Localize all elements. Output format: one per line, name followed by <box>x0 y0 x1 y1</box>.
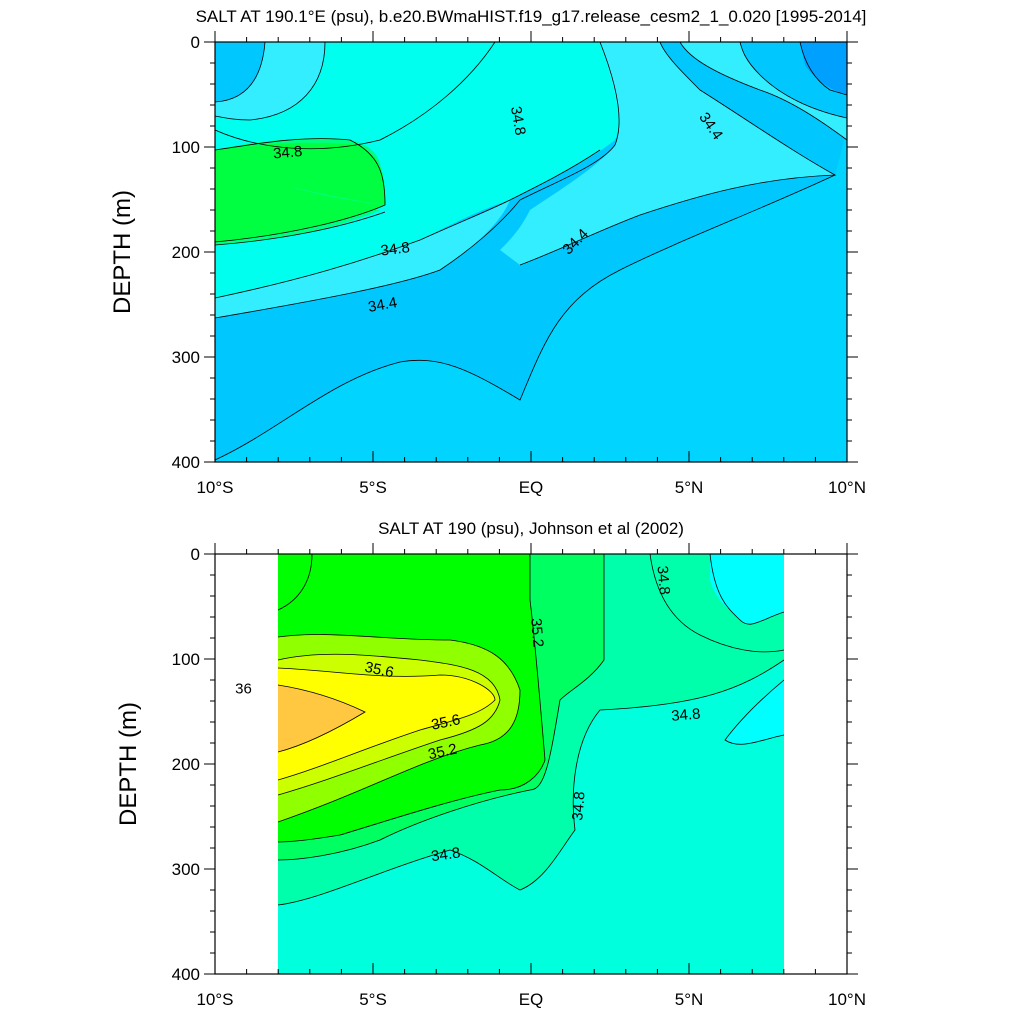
contour-label: 34.8 <box>653 565 672 596</box>
x-tick-label: EQ <box>519 990 544 1009</box>
contour-label-group: 35.6 <box>363 659 395 682</box>
model-y-axis-title: DEPTH (m) <box>109 190 136 314</box>
y-tick-label: 100 <box>172 138 200 157</box>
contour-label: 34.8 <box>569 791 588 822</box>
contour-label-group: 35.2 <box>527 618 546 649</box>
contour-label: 34.8 <box>671 705 702 724</box>
contour-label-group: 34.4 <box>367 294 399 316</box>
y-tick-label: 100 <box>172 650 200 669</box>
model-contour-line <box>215 211 386 246</box>
x-tick-label: 5°N <box>675 478 704 497</box>
contour-label-group: 34.8 <box>653 565 672 596</box>
contour-label: 36 <box>235 680 252 697</box>
x-tick-label: EQ <box>519 478 544 497</box>
y-tick-label: 200 <box>172 243 200 262</box>
model-fill-level-34.0-right <box>800 42 847 95</box>
model-contour-line <box>215 42 326 121</box>
model-contour-line <box>799 42 847 96</box>
panel-observations: 34.8 35.2 35.6 36 35.6 35.2 34.8 34.8 34.8 10°S 5… <box>115 519 866 1009</box>
obs-contour-fill <box>278 554 784 974</box>
y-tick-label: 300 <box>172 860 200 879</box>
contour-label: 35.2 <box>427 741 459 764</box>
x-tick-label: 10°S <box>196 990 233 1009</box>
obs-contour-lines <box>278 554 784 906</box>
x-tick-label: 10°S <box>196 478 233 497</box>
model-fill-level-34.8 <box>215 42 620 298</box>
model-contour-line <box>519 42 837 266</box>
model-contour-fill <box>215 42 847 462</box>
obs-contour-line <box>278 554 605 861</box>
obs-contour-line <box>278 634 521 823</box>
obs-contour-labels: 34.8 35.2 35.6 36 35.6 35.2 34.8 34.8 34.8 <box>235 565 702 865</box>
contour-label: 34.8 <box>272 143 303 162</box>
model-fill-level-34.4-right <box>500 42 847 265</box>
x-tick-label: 10°N <box>828 990 866 1009</box>
model-contour-line <box>215 42 496 150</box>
model-contour-line <box>679 42 847 141</box>
model-fill-level-35.2 <box>215 142 385 242</box>
contour-label: 34.8 <box>430 844 461 865</box>
contour-label-group: 34.8 <box>507 105 529 137</box>
contour-label-group: 34.8 <box>569 791 588 822</box>
y-tick-label: 0 <box>191 545 200 564</box>
obs-contour-line <box>278 653 501 796</box>
model-title: SALT AT 190.1°E (psu), b.e20.BWmaHIST.f1… <box>196 7 867 26</box>
obs-contour-line <box>278 554 313 611</box>
contour-label: 34.8 <box>380 239 411 259</box>
contour-label: 34.8 <box>507 105 529 137</box>
contour-label-group: 36 <box>235 680 252 697</box>
y-tick-label: 400 <box>172 965 200 984</box>
obs-contour-line <box>709 554 784 625</box>
model-contour-line <box>215 174 836 461</box>
x-tick-label: 5°S <box>359 990 387 1009</box>
model-contour-line <box>215 138 386 243</box>
obs-fill-level-36.0 <box>278 685 365 752</box>
contour-label: 35.6 <box>430 711 462 734</box>
model-contour-line <box>215 42 620 319</box>
obs-contour-line <box>649 554 784 653</box>
model-fill-level-34.2-upper-left <box>215 42 265 102</box>
contour-label: 34.4 <box>367 294 399 316</box>
contour-label-group: 34.8 <box>380 239 411 259</box>
model-axes: 10°S 5°S EQ 5°N 10°N 0 100 200 300 400 <box>172 31 866 497</box>
model-contour-line <box>739 42 847 119</box>
y-tick-label: 400 <box>172 453 200 472</box>
y-tick-label: 200 <box>172 755 200 774</box>
x-tick-label: 10°N <box>828 478 866 497</box>
obs-contour-line <box>278 684 366 753</box>
y-tick-label: 300 <box>172 348 200 367</box>
obs-fill-level-34.6-upper-right <box>710 554 784 625</box>
panel-model: 34.834.834.434.8 34.434.4 10°S 5°S EQ 5°N 10°… <box>109 7 866 497</box>
obs-fill-level-34.6-lower-right <box>725 680 784 745</box>
obs-contour-line <box>278 667 496 781</box>
obs-fill-level-35.8 <box>278 668 495 780</box>
contour-label: 35.6 <box>363 659 395 682</box>
y-tick-label: 0 <box>191 33 200 52</box>
contour-label-group: 34.8 <box>671 705 702 724</box>
contour-label-group: 34.8 <box>272 143 303 162</box>
obs-contour-line <box>724 679 784 745</box>
model-contour-lines <box>215 42 847 461</box>
contour-label-group: 34.8 <box>430 844 461 865</box>
x-tick-label: 5°N <box>675 990 704 1009</box>
obs-contour-line <box>278 554 546 843</box>
obs-y-axis-title: DEPTH (m) <box>115 702 142 826</box>
obs-title: SALT AT 190 (psu), Johnson et al (2002) <box>378 519 684 538</box>
model-fill-level-34.6-lower <box>215 200 510 318</box>
contour-label-group: 35.6 <box>430 711 462 734</box>
x-tick-label: 5°S <box>359 478 387 497</box>
model-contour-line <box>215 149 601 299</box>
model-contour-line <box>215 42 266 103</box>
obs-contour-line <box>278 659 784 906</box>
obs-axes: 10°S 5°S EQ 5°N 10°N 0 100 200 300 400 <box>172 543 866 1009</box>
contour-label-group: 35.2 <box>427 741 459 764</box>
contour-label: 35.2 <box>527 618 546 649</box>
